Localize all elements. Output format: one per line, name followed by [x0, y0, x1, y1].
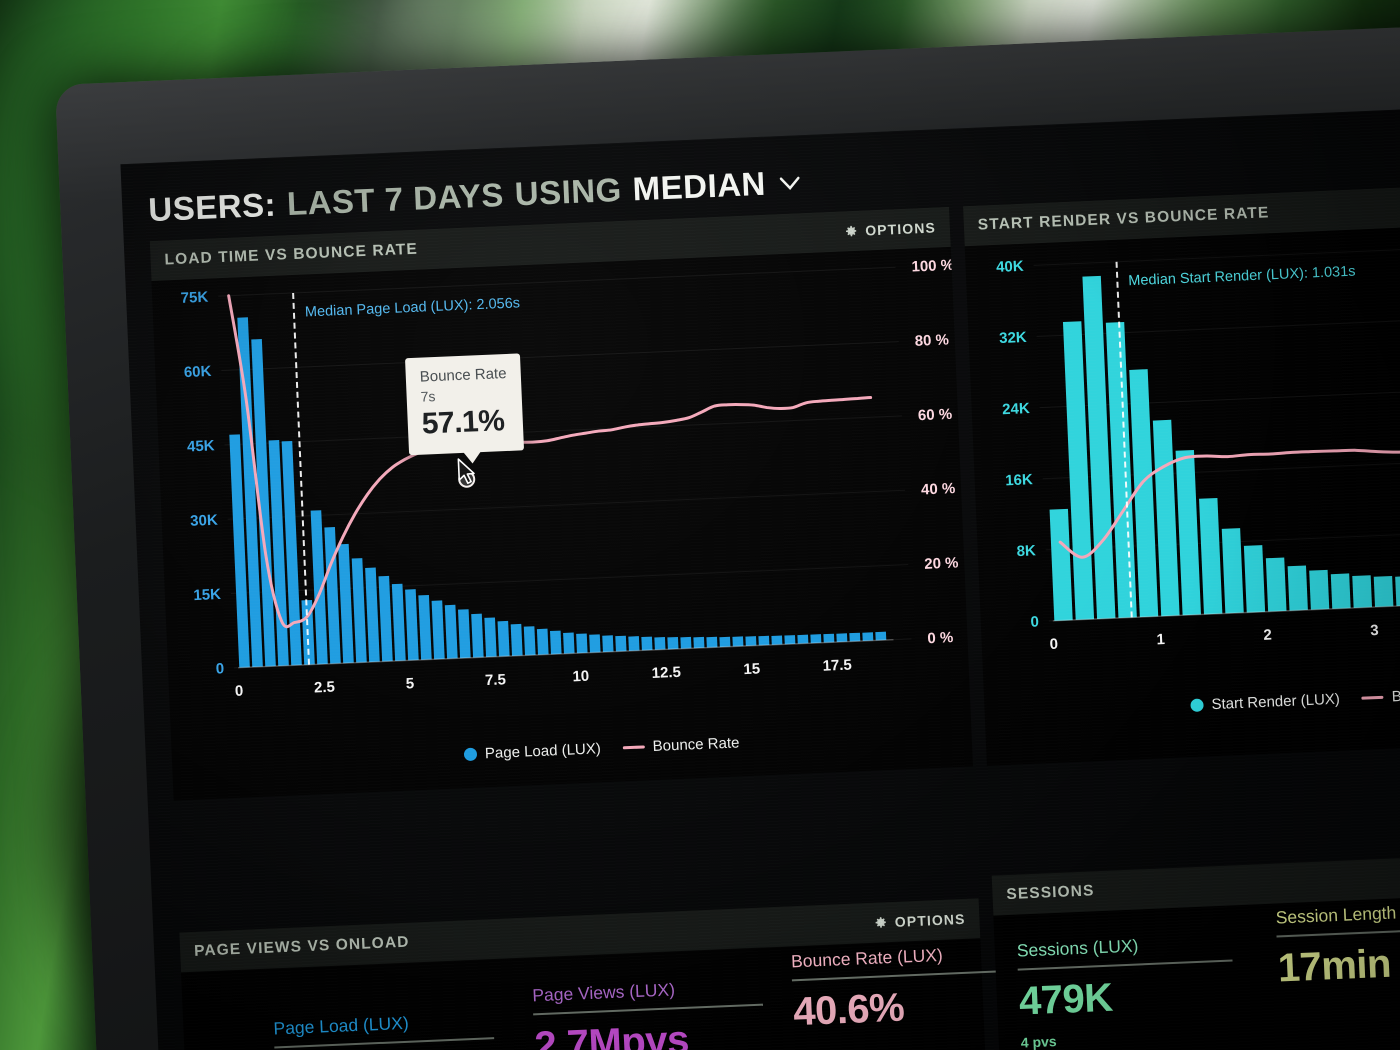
metric-value: 479K	[1018, 975, 1114, 1024]
tooltip-value: 57.1%	[421, 404, 506, 441]
header-using: USING	[513, 170, 623, 213]
svg-text:75K: 75K	[180, 289, 208, 307]
metric-label: Bounce Rate (LUX)	[790, 944, 944, 972]
header-prefix: USERS:	[147, 185, 277, 229]
svg-text:17.5: 17.5	[822, 656, 852, 674]
panel-sessions: SESSIONS Sessions (LUX) 479K 4 pvs Sessi…	[991, 853, 1400, 1050]
svg-text:15: 15	[743, 660, 760, 678]
svg-text:24K: 24K	[1002, 400, 1030, 418]
svg-text:16K: 16K	[1005, 471, 1033, 489]
options-label: OPTIONS	[864, 219, 937, 239]
laptop-screen: USERS: LAST 7 DAYS USING MEDIAN LOAD TIM…	[120, 106, 1400, 1050]
svg-text:2: 2	[1263, 626, 1272, 643]
panel-title: PAGE VIEWS VS ONLOAD	[193, 933, 410, 960]
svg-text:0: 0	[1030, 613, 1039, 630]
legend-dot-icon	[463, 747, 478, 762]
legend-label: Bounce	[1391, 686, 1400, 706]
metric-divider	[791, 969, 1022, 981]
legend-dot-icon	[1190, 698, 1204, 713]
svg-text:80 %: 80 %	[914, 331, 949, 349]
chart-canvas-start-render: 0 8K 16K 24K 32K 40K 0 1 2 3	[996, 245, 1400, 653]
panel-header: LOAD TIME VS BOUNCE RATE OPTIONS	[149, 206, 951, 282]
svg-text:0: 0	[235, 683, 244, 700]
panel-load-time-vs-bounce-rate: LOAD TIME VS BOUNCE RATE OPTIONS 0 15K 30K…	[149, 206, 973, 801]
header-range[interactable]: LAST 7 DAYS	[286, 175, 505, 223]
panel-header: PAGE VIEWS VS ONLOAD OPTIONS	[179, 898, 981, 973]
panel-title: START RENDER VS BOUNCE RATE	[977, 204, 1270, 234]
dashboard-header[interactable]: USERS: LAST 7 DAYS USING MEDIAN	[148, 163, 804, 229]
options-button[interactable]: OPTIONS	[844, 219, 936, 239]
bounce-rate-tooltip: Bounce Rate 7s 57.1%	[405, 353, 524, 464]
metric-session-length[interactable]: Session Length (LUX) 17min	[1275, 897, 1400, 991]
svg-text:0 %: 0 %	[927, 629, 954, 647]
metric-divider	[1017, 959, 1233, 971]
metric-sessions[interactable]: Sessions (LUX) 479K 4 pvs	[1016, 931, 1235, 1050]
panel-title: SESSIONS	[1006, 882, 1095, 904]
svg-text:40K: 40K	[996, 258, 1024, 276]
chart-start-render[interactable]: 0 8K 16K 24K 32K 40K 0 1 2 3 Median Start Render …	[965, 224, 1400, 766]
metric-sub: 4 pvs	[1020, 1032, 1057, 1050]
chevron-down-icon[interactable]	[776, 169, 803, 196]
svg-text:3: 3	[1370, 622, 1379, 639]
options-button[interactable]: OPTIONS	[874, 911, 966, 931]
laptop-device: USERS: LAST 7 DAYS USING MEDIAN LOAD TIM…	[55, 24, 1400, 1050]
metric-page-views[interactable]: Page Views (LUX) 2.7Mpvs	[532, 976, 765, 1050]
options-label: OPTIONS	[894, 910, 966, 930]
svg-text:12.5: 12.5	[651, 664, 681, 682]
panel-title: LOAD TIME VS BOUNCE RATE	[164, 240, 419, 269]
metric-bounce-rate[interactable]: Bounce Rate (LUX) 40.6%	[791, 942, 1024, 1035]
metric-divider	[533, 1003, 763, 1015]
svg-text:10: 10	[572, 668, 589, 686]
metric-label: Page Views (LUX)	[531, 979, 676, 1006]
svg-text:1: 1	[1156, 631, 1165, 648]
mouse-cursor	[456, 457, 477, 491]
legend-line-icon	[622, 745, 645, 750]
metric-value: 17min	[1276, 941, 1392, 991]
svg-text:60 %: 60 %	[918, 406, 953, 424]
svg-text:7.5: 7.5	[485, 671, 507, 689]
metric-value: 2.7Mpvs	[533, 1017, 690, 1050]
svg-text:45K: 45K	[187, 437, 215, 455]
metric-label: Sessions (LUX)	[1016, 935, 1139, 961]
chart-canvas-load-time: 0 15K 30K 45K 60K 75K 0 % 20 % 40 % 60 % 80 % 100 %…	[180, 257, 959, 700]
legend-item-bounce-rate[interactable]: Bounce	[1361, 686, 1400, 706]
header-aggregation[interactable]: MEDIAN	[631, 164, 767, 208]
metric-value: 40.6%	[792, 985, 906, 1034]
svg-text:32K: 32K	[999, 329, 1027, 347]
svg-text:15K: 15K	[193, 586, 221, 604]
svg-text:100 %: 100 %	[911, 257, 954, 276]
metric-divider	[274, 1037, 495, 1049]
svg-text:0: 0	[1049, 636, 1058, 653]
svg-text:60K: 60K	[184, 363, 212, 381]
panel-start-render-vs-bounce-rate: START RENDER VS BOUNCE RATE 0 8K 16K 24K 32K…	[963, 184, 1400, 766]
gear-icon	[844, 224, 859, 239]
svg-text:8K: 8K	[1016, 542, 1036, 560]
chart-load-time[interactable]: 0 15K 30K 45K 60K 75K 0 % 20 % 40 % 60 % 80 % 100 %…	[151, 247, 972, 801]
tooltip-title: Bounce Rate	[419, 364, 507, 386]
tooltip-bucket: 7s	[420, 387, 436, 405]
svg-text:2.5: 2.5	[314, 679, 336, 697]
gear-icon	[874, 915, 889, 930]
legend-line-icon	[1361, 695, 1384, 700]
svg-text:0: 0	[215, 660, 224, 677]
metric-label: Page Load (LUX)	[273, 1012, 410, 1039]
panel-page-views-vs-onload: PAGE VIEWS VS ONLOAD OPTIONS Page Load (…	[179, 898, 1065, 1050]
svg-text:20 %: 20 %	[924, 554, 959, 572]
svg-text:40 %: 40 %	[921, 480, 956, 498]
performance-dashboard: USERS: LAST 7 DAYS USING MEDIAN LOAD TIM…	[120, 107, 1400, 1050]
svg-text:30K: 30K	[190, 512, 218, 530]
metric-page-load[interactable]: Page Load (LUX) 0.7s 1s	[273, 1009, 497, 1050]
svg-text:5: 5	[405, 675, 414, 692]
